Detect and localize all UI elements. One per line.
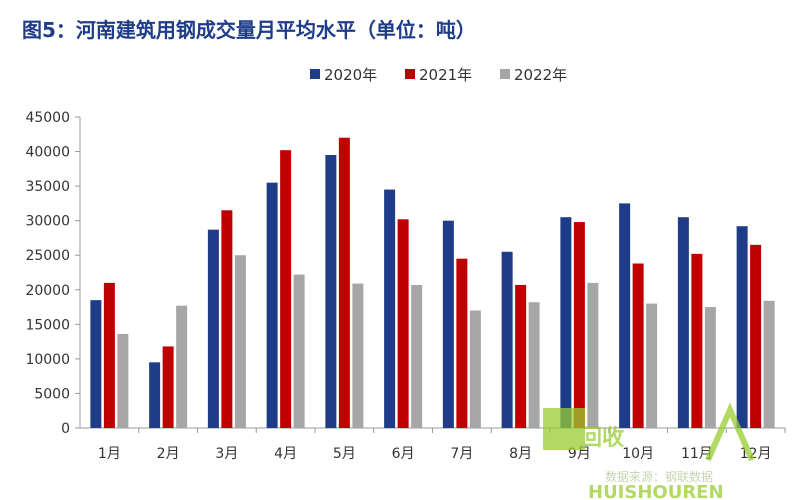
watermark-logo-text: 回收 [580, 425, 624, 451]
bar-2021年-9月 [573, 222, 585, 428]
bar-2020年-7月 [442, 220, 454, 428]
bars [90, 137, 775, 428]
y-tick-label: 45000 [25, 110, 70, 126]
bar-2021年-7月 [456, 258, 468, 428]
bar-2020年-9月 [560, 217, 572, 428]
y-tick-label: 10000 [25, 352, 70, 368]
bar-2022年-12月 [763, 300, 775, 428]
bar-2020年-6月 [384, 189, 396, 428]
watermark-logo-box [543, 408, 585, 450]
bar-2021年-12月 [750, 244, 762, 428]
legend-swatch-1 [405, 69, 415, 79]
bar-2020年-12月 [736, 226, 748, 428]
watermark-source: 数据来源：钢联数据 [605, 469, 713, 484]
axes: 0 5000 10000 15000 20000 25000 30000 35000 40000… [25, 110, 786, 462]
bar-2021年-1月 [103, 282, 115, 428]
y-tick-label: 20000 [25, 283, 70, 299]
bar-2022年-1月 [117, 334, 129, 428]
bar-2022年-8月 [528, 302, 540, 428]
x-tick-label: 8月 [509, 446, 532, 462]
y-tick-label: 25000 [25, 248, 70, 264]
x-tick-label: 4月 [274, 446, 297, 462]
watermark-brand: HUISHOUREN [588, 482, 724, 500]
bar-2022年-2月 [176, 305, 188, 428]
bar-2021年-10月 [632, 263, 644, 428]
bar-2021年-8月 [515, 284, 527, 428]
bar-2020年-1月 [90, 300, 102, 428]
bar-2022年-10月 [646, 303, 658, 428]
x-tick-label: 11月 [681, 446, 713, 462]
y-tick-label: 0 [61, 421, 70, 437]
x-tick-label: 7月 [450, 446, 473, 462]
y-tick-label: 5000 [34, 386, 70, 402]
bar-2020年-11月 [677, 217, 689, 428]
bar-2021年-6月 [397, 219, 409, 428]
x-tick-label: 6月 [392, 446, 415, 462]
chart-title: 图5：河南建筑用钢成交量月平均水平（单位：吨） [22, 18, 476, 42]
legend-label-2: 2022年 [514, 66, 567, 84]
bar-2020年-4月 [266, 182, 278, 428]
legend-label-0: 2020年 [324, 66, 377, 84]
bar-2022年-6月 [411, 284, 423, 428]
bar-2020年-10月 [619, 203, 631, 428]
bar-2021年-5月 [338, 137, 350, 428]
y-tick-label: 35000 [25, 179, 70, 195]
watermark: 回收 数据来源：钢联数据 HUISHOUREN [543, 402, 755, 500]
bar-2021年-4月 [280, 150, 292, 428]
bar-2021年-11月 [691, 253, 703, 428]
bar-2020年-3月 [207, 229, 219, 428]
x-tick-label: 3月 [215, 446, 238, 462]
bar-2020年-8月 [501, 251, 513, 428]
y-tick-label: 40000 [25, 145, 70, 161]
bar-2020年-2月 [149, 362, 161, 428]
bar-2022年-7月 [469, 310, 481, 428]
bar-2022年-4月 [293, 274, 305, 428]
x-tick-label: 5月 [333, 446, 356, 462]
watermark-logo-mark [705, 402, 755, 462]
x-tick-label: 1月 [98, 446, 121, 462]
x-tick-label: 2月 [157, 446, 180, 462]
y-tick-label: 15000 [25, 317, 70, 333]
legend: 2020年 2021年 2022年 [310, 66, 567, 84]
bar-2022年-11月 [704, 307, 716, 428]
bar-2020年-5月 [325, 155, 337, 428]
bar-2022年-9月 [587, 282, 599, 428]
legend-swatch-2 [500, 69, 510, 79]
bar-2021年-2月 [162, 346, 174, 428]
legend-label-1: 2021年 [419, 66, 472, 84]
bar-2022年-5月 [352, 283, 364, 428]
bar-2021年-3月 [221, 210, 233, 428]
bar-2022年-3月 [234, 255, 246, 428]
legend-swatch-0 [310, 69, 320, 79]
x-tick-label: 10月 [622, 446, 654, 462]
y-tick-label: 30000 [25, 214, 70, 230]
